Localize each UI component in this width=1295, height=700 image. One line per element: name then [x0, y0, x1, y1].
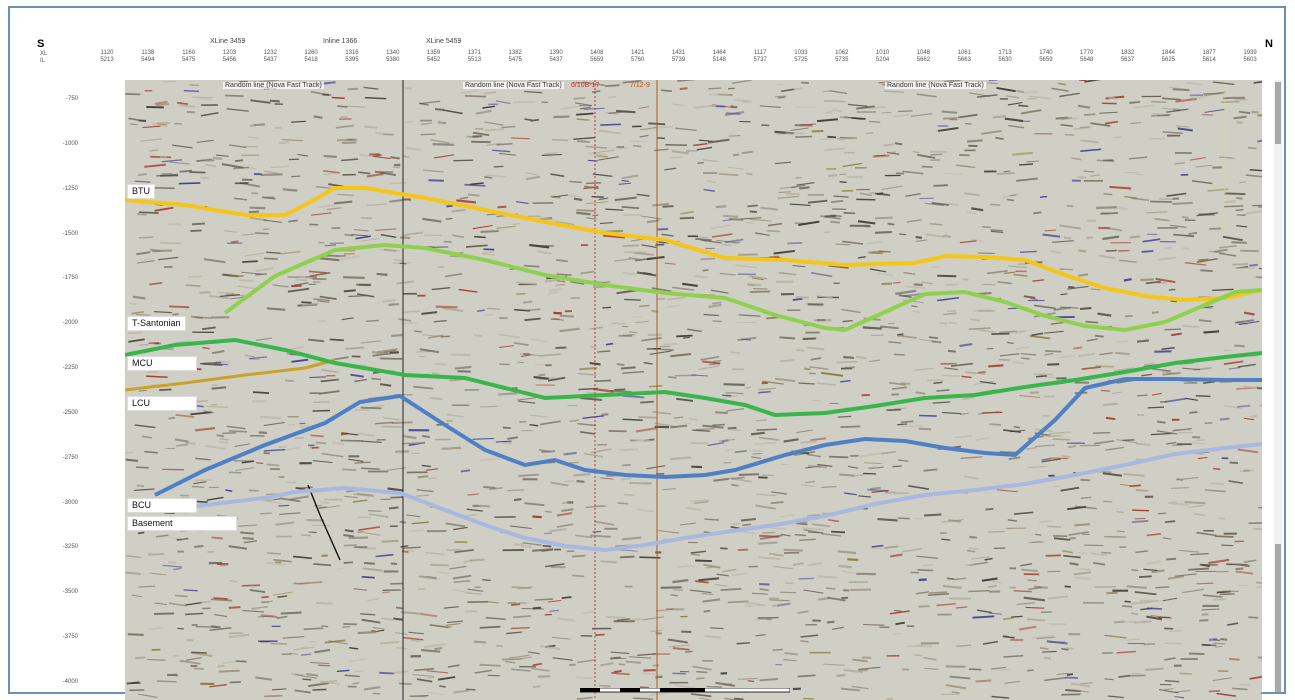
top-tick-label: 1421 5760 [630, 50, 645, 63]
top-tick-label: 1939 5603 [1243, 50, 1257, 63]
top-tick-label: 1832 5637 [1120, 50, 1135, 63]
top-tick-label: 1062 5735 [835, 50, 849, 63]
depth-tick-label: -3500 [62, 589, 78, 596]
track-label-3: Random line (Nova Fast Track) [885, 82, 986, 89]
label-bcu: BCU [127, 498, 197, 513]
horizon-lcu [125, 358, 336, 392]
track-label-1: Random line (Nova Fast Track) [223, 82, 324, 89]
depth-tick-label: -2750 [62, 454, 78, 461]
top-tick-label: 1431 5739 [671, 50, 686, 63]
depth-tick-label: -750 [65, 96, 78, 102]
top-tick-label: 1371 5513 [467, 50, 482, 63]
top-tick-label: 1877 5614 [1202, 50, 1216, 63]
depth-tick-label: -2000 [62, 320, 78, 327]
top-tick-label: 1232 5437 [263, 50, 277, 63]
south-label: S [37, 38, 45, 50]
il-row-label: IL [40, 58, 46, 64]
seismic-image [125, 80, 1262, 700]
top-tick-label: 1713 5630 [998, 50, 1012, 63]
top-tick-label: 1464 5148 [712, 50, 726, 63]
xline-label-1: XLine 3459 [210, 38, 246, 45]
seismic-section: BTU T-Santonian MCU LCU BCU Basement Ran… [125, 80, 1262, 700]
depth-tick-label: -3000 [62, 499, 78, 506]
top-tick-label: 1120 5213 [100, 50, 114, 63]
depth-tick-label: -1750 [62, 275, 78, 282]
top-tick-label: 1260 5418 [304, 50, 318, 63]
label-basement: Basement [127, 516, 237, 531]
top-tick-label: 1390 5437 [549, 50, 563, 63]
track-label-2: Random line (Nova Fast Track) [463, 82, 564, 89]
top-tick-label: 1138 5494 [141, 50, 155, 63]
fault-line [307, 484, 341, 561]
inline-label: Inline 1366 [323, 38, 358, 45]
top-tick-label: 1340 5380 [386, 50, 400, 63]
top-tick-label: 1203 5456 [222, 50, 237, 63]
top-tick-label: 1359 5452 [426, 50, 441, 63]
label-btu: BTU [127, 184, 155, 199]
horizon-bcu [154, 377, 1262, 497]
top-tick-label: 1770 5648 [1080, 50, 1094, 63]
depth-tick-label: -1500 [62, 230, 78, 237]
top-tick-label: 1844 5625 [1161, 50, 1176, 63]
label-mcu: MCU [127, 356, 197, 371]
xline-label-2: XLine 5459 [426, 38, 462, 45]
top-tick-label: 1740 5659 [1039, 50, 1053, 63]
scrollbar-thumb-bottom[interactable] [1275, 544, 1281, 692]
depth-tick-label: -3250 [62, 544, 78, 551]
north-label: N [1265, 38, 1273, 50]
scrollbar-thumb-top[interactable] [1275, 82, 1281, 144]
well-label-2: 7/12-9 [630, 82, 650, 89]
top-tick-label: 1160 5475 [181, 50, 196, 63]
depth-tick-label: -1250 [62, 185, 78, 192]
horizon-btu [125, 186, 1262, 303]
top-tick-label: 1048 5662 [916, 50, 931, 63]
top-tick-label: 1316 5395 [345, 50, 359, 63]
scale-bar [580, 688, 790, 693]
top-tick-label: 1408 5659 [590, 50, 604, 63]
horizon-mcu [125, 337, 1262, 418]
top-tick-label: 1061 5663 [957, 50, 971, 63]
depth-tick-label: -1000 [62, 140, 78, 147]
scrollbar-track[interactable] [1274, 80, 1282, 692]
top-tick-label: 1382 5475 [508, 50, 522, 63]
horizon-t-santonian [223, 242, 1262, 333]
depth-tick-label: -3750 [62, 634, 78, 641]
well-label-1: 6/10B-17 [571, 82, 600, 89]
horizon-basement [154, 442, 1262, 553]
depth-tick-label: -2500 [62, 409, 78, 416]
xl-row-label: XL [40, 51, 48, 57]
top-tick-label: 1117 5737 [753, 50, 767, 63]
depth-tick-label: -2250 [62, 365, 78, 372]
label-lcu: LCU [127, 396, 197, 411]
label-t-santonian: T-Santonian [127, 316, 186, 331]
top-tick-label: 1033 5725 [794, 50, 808, 63]
top-tick-label: 1010 5204 [875, 50, 890, 63]
depth-tick-label: -4000 [62, 679, 78, 685]
figure-frame: S N XL IL XLine 3459 Inline 1366 XLine 5… [8, 6, 1286, 700]
